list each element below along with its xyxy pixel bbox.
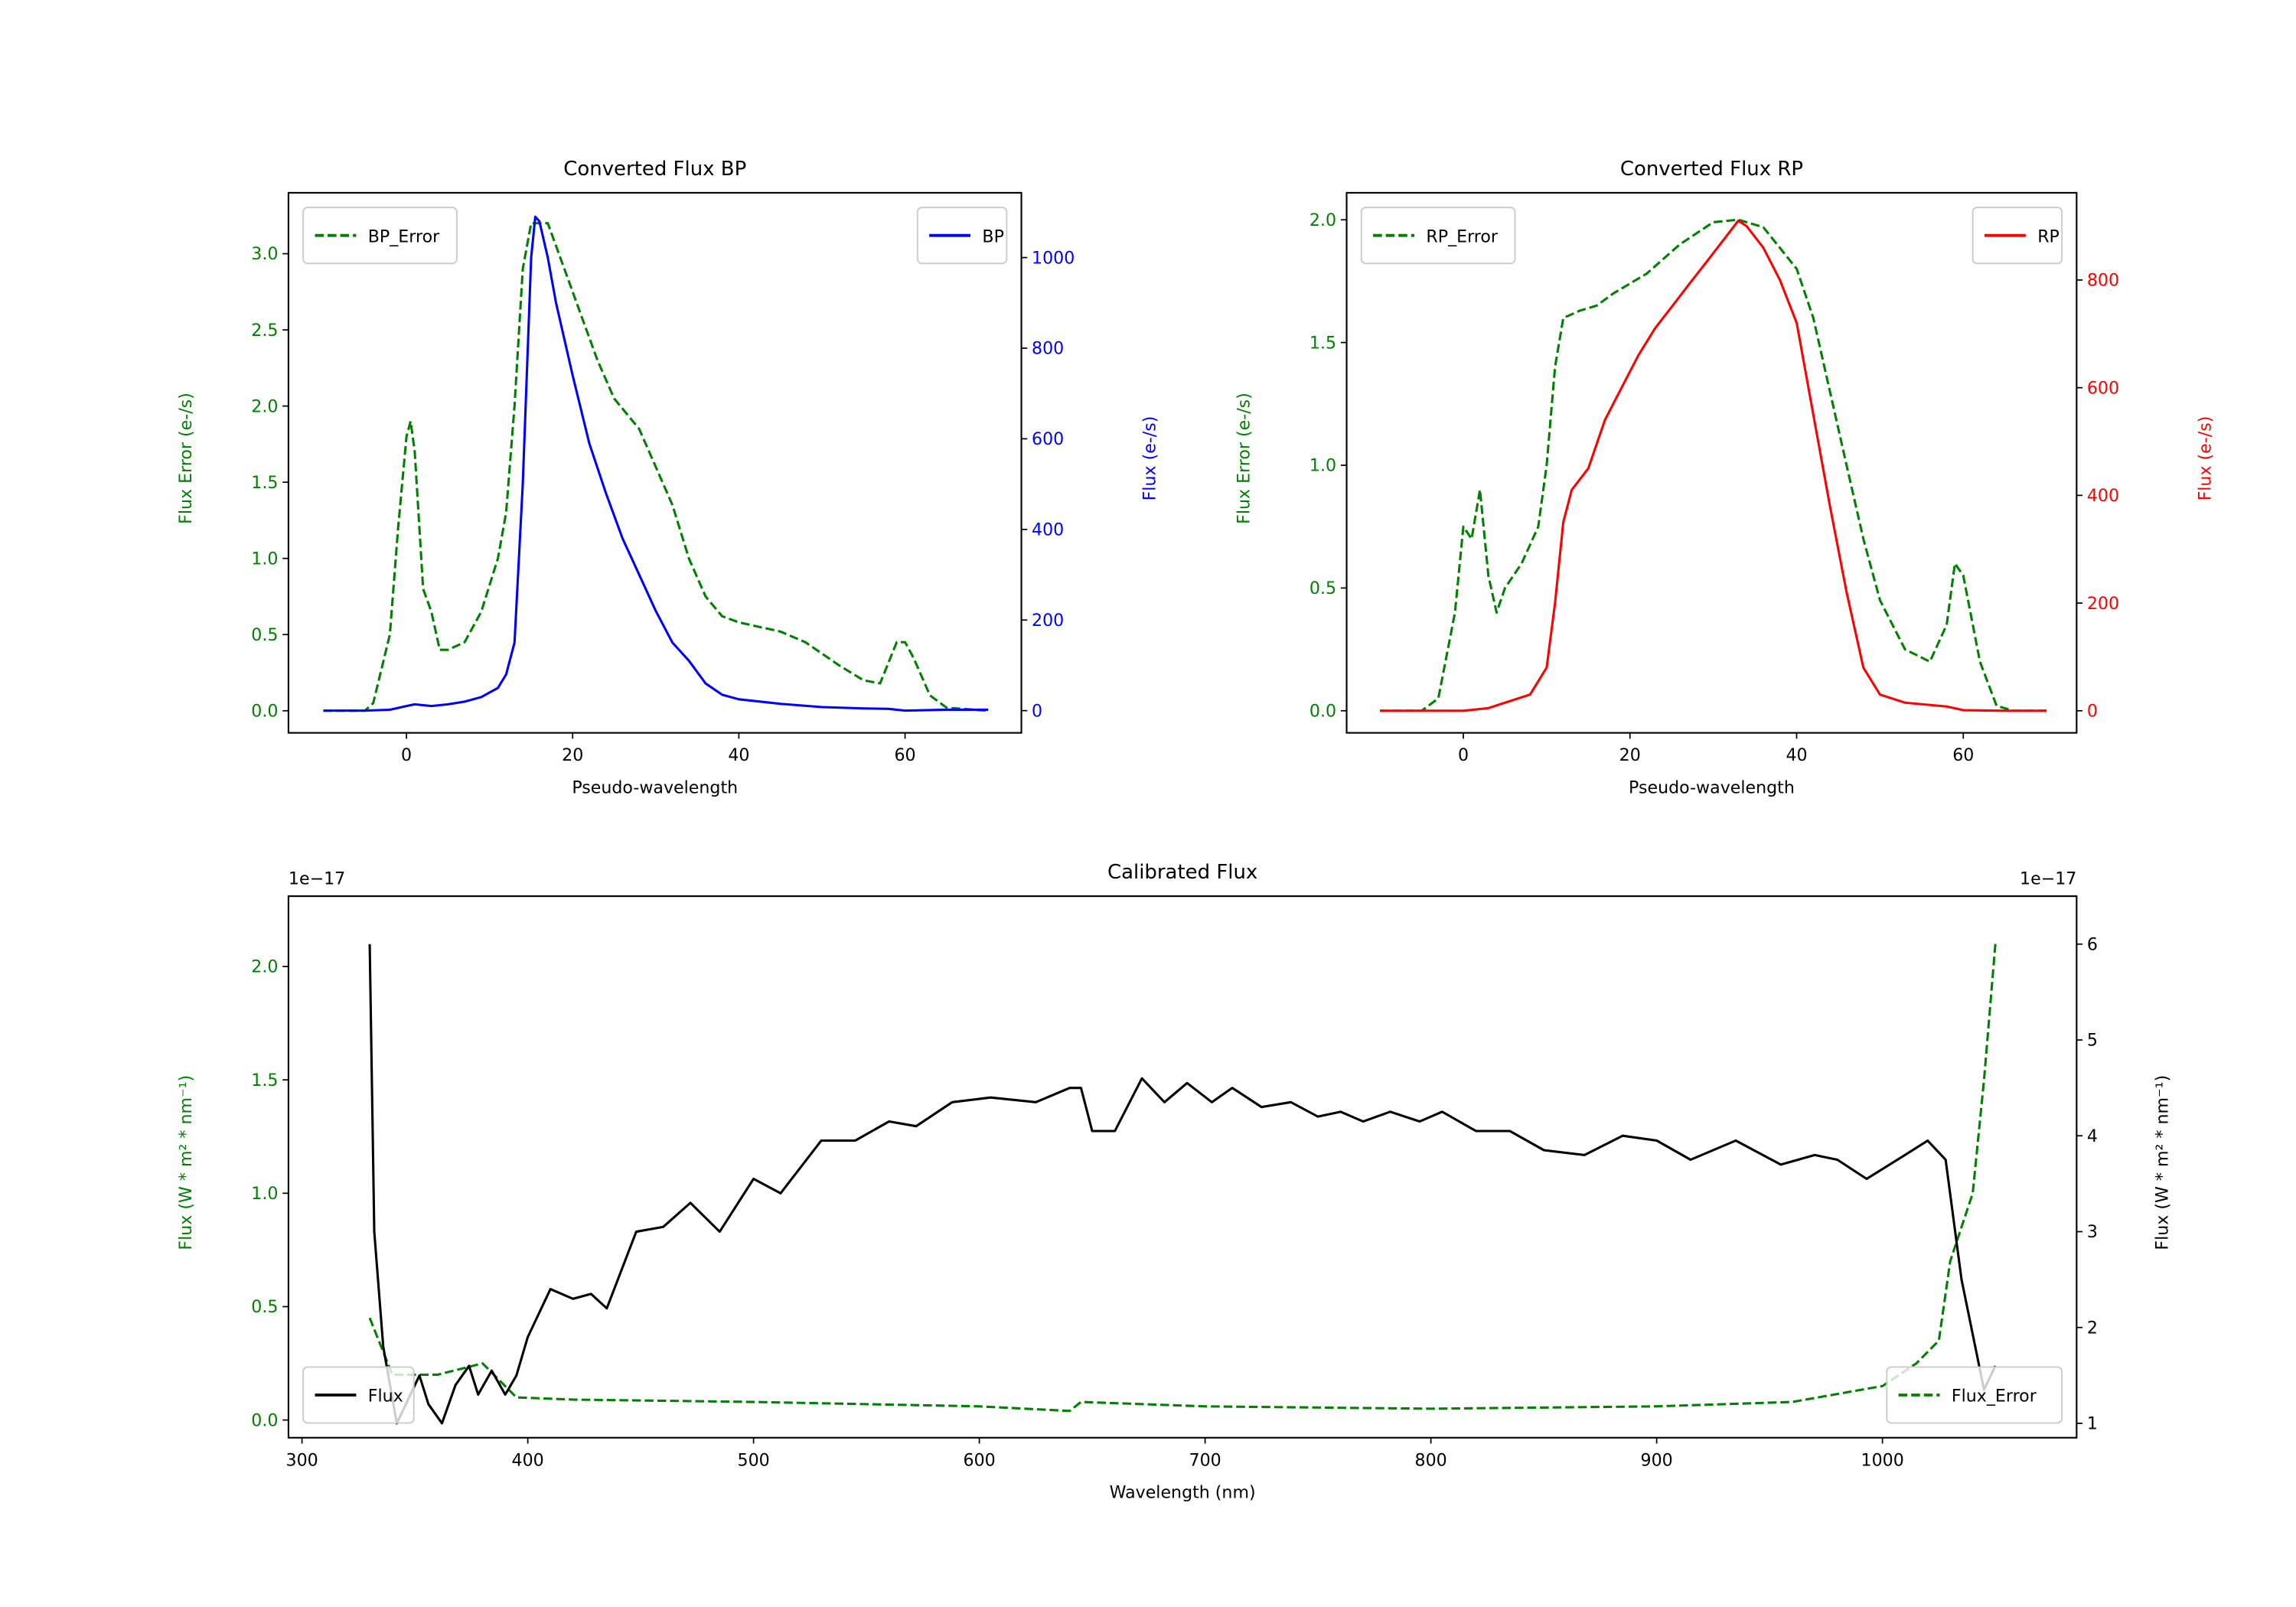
y-left-tick-label: 1.0 [1309, 456, 1336, 476]
y-left-tick-label: 0.5 [1309, 579, 1336, 598]
legend-box [1360, 207, 1516, 265]
y-right-tick-label: 5 [2087, 1031, 2098, 1051]
legend-label: RP [2037, 227, 2060, 246]
y-left-tick-label: 1.0 [251, 549, 278, 569]
legend-label: BP [982, 227, 1004, 246]
y-left-tick-label: 2.0 [251, 957, 278, 977]
y-right-axis-label: Flux (e-/s) [1140, 416, 1160, 501]
legend-bp: BP [916, 207, 1008, 265]
y-right-tick-label: 200 [1032, 611, 1064, 631]
chart-title: Converted Flux RP [1620, 158, 1803, 181]
legend-rp: RP [1971, 207, 2063, 265]
y-left-tick-label: 3.0 [251, 244, 278, 264]
chart-title: Converted Flux BP [563, 158, 746, 181]
y-left-tick-label: 2.5 [251, 321, 278, 341]
legend-label: Flux_Error [1952, 1387, 2037, 1407]
y-left-tick-label: 0.5 [251, 1297, 278, 1317]
x-tick-label: 400 [512, 1450, 544, 1470]
chart-title: Calibrated Flux [1107, 861, 1257, 884]
y-left-axis-label: Flux Error (e-/s) [1234, 393, 1254, 524]
y-left-tick-label: 0.5 [251, 625, 278, 645]
x-tick-label: 0 [401, 745, 412, 765]
series-line-rp-error [1380, 218, 2047, 712]
x-tick-label: 600 [964, 1450, 996, 1470]
y-right-tick-label: 800 [2087, 271, 2119, 291]
x-tick-label: 900 [1641, 1450, 1673, 1470]
y-right-tick-label: 400 [1032, 520, 1064, 540]
y-left-tick-label: 0.0 [251, 701, 278, 721]
y-left-tick-label: 2.0 [251, 396, 278, 416]
y-right-tick-label: 800 [1032, 339, 1064, 359]
series-line-bp [323, 215, 989, 712]
x-tick-label: 40 [728, 745, 749, 765]
legend-label: BP_Error [368, 227, 440, 246]
y-left-tick-label: 1.5 [1309, 333, 1336, 353]
x-tick-label: 60 [894, 745, 915, 765]
y-right-tick-label: 6 [2087, 934, 2098, 954]
y-left-tick-label: 0.0 [1309, 701, 1336, 721]
axes-frame [287, 895, 2078, 1439]
legend-rp-error: RP_Error [1360, 207, 1516, 265]
y-right-tick-label: 0 [2087, 701, 2098, 721]
series-line-flux [368, 944, 1997, 1425]
x-tick-label: 40 [1786, 745, 1807, 765]
chart-cal: Calibrated Flux 300 400 500 600 700 800 900 1000… [176, 861, 2173, 1503]
legend-bp-error: BP_Error [302, 207, 458, 265]
x-tick-label: 500 [738, 1450, 770, 1470]
x-axis-label: Wavelength (nm) [1110, 1483, 1256, 1503]
y-right-axis-label: Flux (W * m² * nm⁻¹) [2153, 1075, 2173, 1250]
axes-frame [1345, 191, 2078, 734]
y-right-tick-label: 3 [2087, 1222, 2098, 1242]
x-tick-label: 300 [286, 1450, 318, 1470]
chart-bp: Converted Flux BP 0 20 40 60 Pseudo-wavelengt… [176, 158, 1160, 798]
legend-flux-error: Flux_Error [1886, 1366, 2063, 1424]
x-tick-label: 800 [1415, 1450, 1447, 1470]
series-line-bp-error [323, 222, 989, 712]
x-tick-label: 1000 [1861, 1450, 1904, 1470]
y-right-tick-label: 0 [1032, 701, 1042, 721]
y-right-tick-label: 600 [2087, 378, 2119, 398]
axes-frame [287, 191, 1022, 734]
y-left-tick-label: 1.0 [251, 1184, 278, 1204]
legend-box [1886, 1366, 2063, 1424]
y-left-axis-label: Flux Error (e-/s) [176, 393, 196, 524]
legend-label: Flux [368, 1387, 403, 1407]
x-tick-label: 20 [562, 745, 583, 765]
series-line-rp [1380, 219, 2047, 712]
y-left-tick-label: 1.5 [251, 473, 278, 493]
legend-flux: Flux [302, 1366, 415, 1424]
y-right-tick-label: 400 [2087, 486, 2119, 506]
x-tick-label: 20 [1619, 745, 1641, 765]
x-tick-label: 0 [1458, 745, 1469, 765]
y-left-offset-text: 1e−17 [289, 869, 345, 889]
y-right-tick-label: 1 [2087, 1414, 2098, 1434]
y-right-axis-label: Flux (e-/s) [2195, 416, 2215, 501]
legend-box [302, 207, 458, 265]
x-tick-label: 700 [1189, 1450, 1221, 1470]
x-axis-label: Pseudo-wavelength [1629, 777, 1795, 797]
y-right-tick-label: 1000 [1032, 248, 1075, 268]
y-left-tick-label: 2.0 [1309, 210, 1336, 230]
legend-box [302, 1366, 415, 1424]
y-right-tick-label: 200 [2087, 594, 2119, 614]
x-axis-label: Pseudo-wavelength [572, 777, 738, 797]
legend-label: RP_Error [1426, 227, 1499, 246]
y-right-offset-text: 1e−17 [2020, 869, 2076, 889]
chart-rp: Converted Flux RP 0 20 40 60 Pseudo-wavelengt… [1234, 158, 2216, 798]
y-left-tick-label: 0.0 [251, 1410, 278, 1430]
series-line-flux-error [368, 944, 1997, 1413]
y-right-tick-label: 2 [2087, 1318, 2098, 1338]
y-right-tick-label: 600 [1032, 429, 1064, 449]
y-right-tick-label: 4 [2087, 1126, 2098, 1146]
y-left-axis-label: Flux (W * m² * nm⁻¹) [176, 1075, 196, 1250]
y-left-tick-label: 1.5 [251, 1071, 278, 1090]
x-tick-label: 60 [1952, 745, 1974, 765]
